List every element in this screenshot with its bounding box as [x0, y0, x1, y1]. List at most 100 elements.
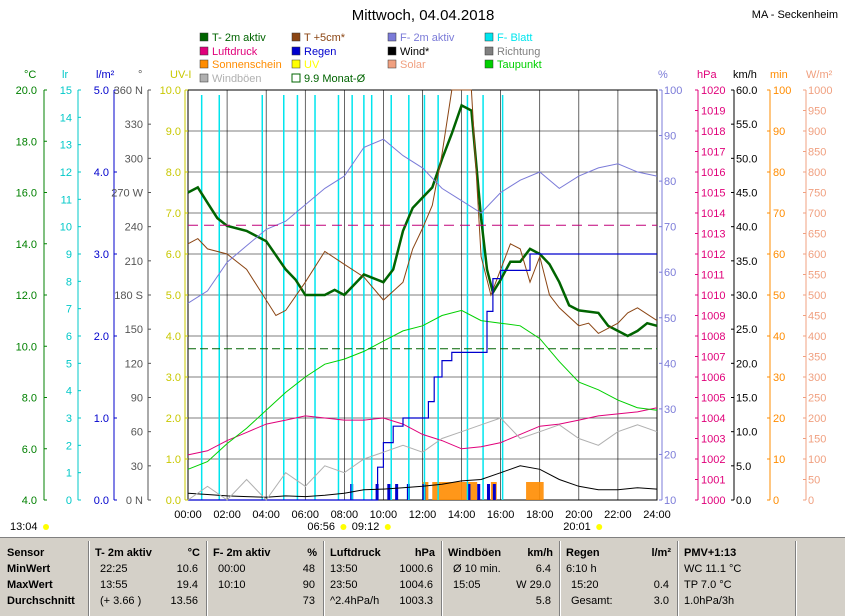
axis-solar-tick-label: 300	[808, 372, 826, 384]
stats-divider	[88, 541, 90, 616]
stats-wind-max-time: 15:05	[453, 579, 481, 591]
stats-regen-total-value: 3.0	[653, 595, 669, 607]
series-line-t-5cm-	[187, 89, 658, 335]
axis-pressure-tick-label: 1003	[701, 434, 725, 446]
axis-sunshine-tick-label: 90	[773, 126, 785, 138]
axis-solar-tick-label: 750	[808, 188, 826, 200]
axis-celsius-tick-label: 4.0	[22, 495, 37, 507]
axis-uv-tick-label: 10.0	[160, 85, 181, 97]
axis-solar-tick-label: 900	[808, 126, 826, 138]
legend-swatch	[199, 32, 209, 42]
axis-pressure-tick-label: 1019	[701, 106, 725, 118]
legend-label: Luftdruck	[212, 46, 258, 58]
axis-unit-label: °C	[24, 69, 36, 81]
axis-humidity-tick-label: 10	[664, 495, 676, 507]
series-line-wind-	[187, 465, 658, 498]
axis-solar-tick-label: 450	[808, 311, 826, 323]
time-tick-label: 16:00	[487, 509, 515, 521]
axis-solar-tick-label: 350	[808, 352, 826, 364]
series-line-regen	[188, 253, 657, 501]
stats-t2m-unit: °C	[187, 547, 200, 559]
axis-leaf-tick-label: 5	[66, 358, 72, 370]
axis-direction-tick-label: 90	[131, 393, 143, 405]
axis-rain-tick-label: 4.0	[94, 167, 109, 179]
axis-leaf-tick-label: 8	[66, 276, 72, 288]
stats-label-min: MinWert	[7, 563, 51, 575]
time-tick-label: 10:00	[370, 509, 398, 521]
axis-wind-tick-label: 20.0	[736, 358, 757, 370]
legend-swatch	[199, 46, 209, 56]
stats-luft-header: Luftdruck	[330, 547, 381, 559]
time-tick-label: 22:00	[604, 509, 632, 521]
axis-leaf-tick-label: 14	[60, 112, 72, 124]
axis-rain-tick-label: 0.0	[94, 495, 109, 507]
time-tick-label: 18:00	[526, 509, 554, 521]
series-line-windb-en	[187, 417, 658, 501]
sun-marker-label: 09:12	[352, 521, 380, 533]
axis-pressure-tick-label: 1001	[701, 475, 725, 487]
axis-pressure-tick-label: 1008	[701, 331, 725, 343]
axis-unit-label: UV-I	[170, 69, 191, 81]
axis-direction-tick-label: 60	[131, 427, 143, 439]
stats-divider	[677, 541, 679, 616]
axis-solar-tick-label: 50	[808, 475, 820, 487]
rain-bar	[477, 484, 481, 500]
time-tick-label: 24:00	[643, 509, 671, 521]
axis-uv-tick-label: 7.0	[166, 208, 181, 220]
axis-sunshine-tick-label: 30	[773, 372, 785, 384]
legend-label: UV	[304, 59, 320, 71]
legend-swatch	[291, 46, 301, 56]
axis-direction-tick-label: 270 W	[111, 188, 143, 200]
axis-direction-tick-label: 120	[125, 358, 143, 370]
axis-uv-tick-label: 2.0	[166, 413, 181, 425]
legend-label: Sonnenschein	[212, 59, 282, 71]
axis-pressure-tick-label: 1017	[701, 147, 725, 159]
axis-solar-tick-label: 100	[808, 454, 826, 466]
stats-f2m-header: F- 2m aktiv	[213, 547, 271, 559]
sun-marker-label: 20:01	[563, 521, 591, 533]
stats-regen-duration: 6:10 h	[566, 563, 597, 575]
axis-pressure-tick-label: 1015	[701, 188, 725, 200]
stats-f2m-max-time: 10:10	[218, 579, 246, 591]
axis-humidity-tick-label: 40	[664, 358, 676, 370]
legend-label: Solar	[400, 59, 426, 71]
stats-t2m-avg-value: 13.56	[170, 595, 198, 607]
axis-wind-tick-label: 40.0	[736, 222, 757, 234]
axis-solar-tick-label: 950	[808, 106, 826, 118]
axis-celsius-tick-label: 14.0	[16, 239, 37, 251]
axis-solar-tick-label: 0	[808, 495, 814, 507]
stats-f2m-column: F- 2m aktiv % 00:00 48 10:10 90 73	[208, 538, 323, 616]
legend-label: F- Blatt	[497, 32, 532, 44]
axis-solar-tick-label: 250	[808, 393, 826, 405]
weather-chart: 4.06.08.010.012.014.016.018.020.00123456…	[10, 7, 838, 533]
axis-sunshine-tick-label: 50	[773, 290, 785, 302]
axis-leaf-tick-label: 13	[60, 140, 72, 152]
rain-bar	[467, 484, 471, 500]
legend-swatch	[484, 59, 494, 69]
axis-leaf-tick-label: 2	[66, 440, 72, 452]
axis-sunshine-tick-label: 80	[773, 167, 785, 179]
axis-humidity-tick-label: 20	[664, 449, 676, 461]
stats-luft-avg-value: 1003.3	[399, 595, 433, 607]
stats-wind-column: Windböen km/h Ø 10 min. 6.4 15:05 W 29.0…	[443, 538, 559, 616]
axis-unit-label: hPa	[697, 69, 717, 81]
axis-pressure-tick-label: 1011	[701, 270, 725, 282]
axis-pressure-tick-label: 1002	[701, 454, 725, 466]
axis-solar-tick-label: 600	[808, 249, 826, 261]
series-line-t-2m-aktiv	[187, 103, 658, 338]
axis-direction-tick-label: 0 N	[126, 495, 143, 507]
stats-regen-column: Regen l/m² 6:10 h 15:20 0.4 Gesamt: 3.0	[561, 538, 677, 616]
axis-celsius-tick-label: 20.0	[16, 85, 37, 97]
axis-uv-tick-label: 3.0	[166, 372, 181, 384]
axis-pressure-tick-label: 1009	[701, 311, 725, 323]
axis-leaf-tick-label: 9	[66, 249, 72, 261]
time-tick-label: 20:00	[565, 509, 593, 521]
axis-solar-tick-label: 1000	[808, 85, 832, 97]
axis-leaf-tick-label: 11	[61, 194, 72, 206]
sun-icon	[43, 524, 49, 530]
legend-swatch	[387, 32, 397, 42]
axis-celsius-tick-label: 10.0	[16, 341, 37, 353]
axis-uv-tick-label: 1.0	[166, 454, 181, 466]
axis-pressure-tick-label: 1012	[701, 249, 725, 261]
rain-bar	[387, 484, 391, 500]
